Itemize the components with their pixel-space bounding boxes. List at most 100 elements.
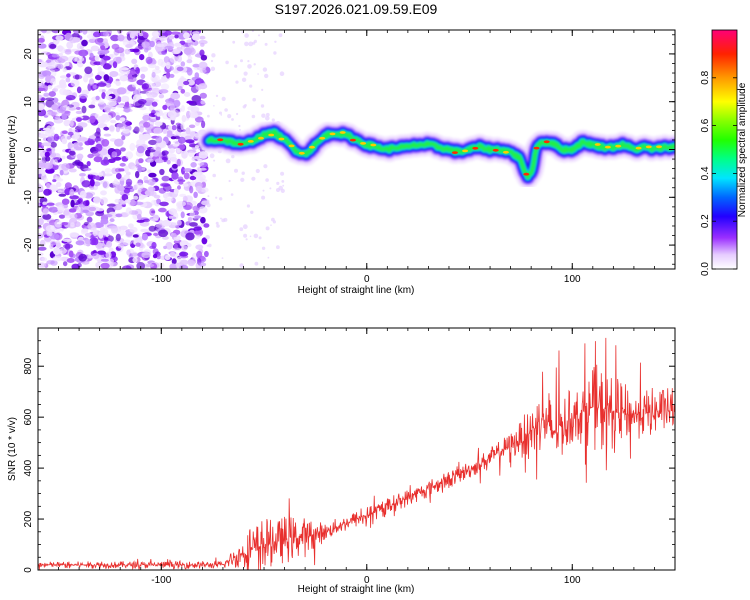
colorbar-gradient <box>711 29 738 270</box>
noise-speckle <box>41 257 48 262</box>
noise-speckle <box>206 199 210 203</box>
noise-speckle <box>108 125 115 132</box>
noise-speckle <box>184 151 189 155</box>
noise-speckle <box>195 244 204 250</box>
noise-speckle <box>112 180 120 186</box>
noise-speckle <box>247 64 252 69</box>
snr-panel: -100 0 100 0 200 400 600 800 Height of straight… <box>7 327 676 595</box>
noise-speckle <box>38 87 46 92</box>
noise-speckle <box>252 97 256 102</box>
noise-speckle <box>142 135 149 141</box>
y-tick-label: 400 <box>23 459 34 476</box>
noise-speckle <box>119 162 126 167</box>
noise-speckle <box>62 261 68 267</box>
noise-speckle <box>158 94 165 99</box>
noise-speckle <box>77 262 82 268</box>
noise-speckle <box>57 247 67 255</box>
noise-speckle <box>96 82 107 87</box>
noise-speckle <box>200 42 205 47</box>
noise-speckle <box>38 103 45 111</box>
colorbar-tick-label: 0.6 <box>700 118 711 132</box>
noise-speckle <box>170 232 177 238</box>
noise-speckle <box>151 71 156 78</box>
noise-speckle <box>173 243 178 249</box>
noise-speckle <box>170 92 181 100</box>
ridge-hot-spot <box>298 151 305 155</box>
noise-speckle <box>132 48 140 53</box>
noise-speckle <box>172 163 178 169</box>
noise-speckle <box>75 106 81 110</box>
colorbar-tick-label: 0.2 <box>700 214 711 228</box>
noise-speckle <box>95 95 100 101</box>
noise-speckle <box>79 190 87 199</box>
noise-speckle <box>79 137 89 142</box>
noise-speckle <box>183 168 193 173</box>
noise-speckle <box>198 206 208 214</box>
noise-speckle <box>159 201 169 207</box>
noise-speckle <box>148 139 158 146</box>
noise-speckle <box>89 237 97 246</box>
noise-speckle <box>239 227 244 232</box>
noise-speckle <box>41 30 47 34</box>
noise-speckle <box>136 219 145 223</box>
noise-speckle <box>207 195 210 198</box>
noise-speckle <box>107 100 117 107</box>
noise-speckle <box>253 233 259 239</box>
noise-speckle <box>83 74 89 83</box>
noise-speckle <box>116 87 127 95</box>
ridge-hot-spot <box>247 140 254 143</box>
noise-speckle <box>265 178 269 182</box>
ridge-hot-spot <box>656 145 662 149</box>
noise-speckle <box>52 179 57 183</box>
noise-speckle <box>173 188 179 195</box>
noise-speckle <box>108 225 118 229</box>
noise-speckle <box>64 188 71 196</box>
noise-speckle <box>67 131 74 136</box>
noise-speckle <box>194 233 201 239</box>
noise-speckle <box>38 262 47 268</box>
noise-speckle <box>201 237 208 245</box>
noise-speckle <box>46 260 55 265</box>
noise-speckle <box>62 67 67 73</box>
noise-speckle <box>70 79 80 87</box>
noise-speckle <box>232 40 236 44</box>
noise-speckle <box>100 258 109 262</box>
noise-speckle <box>169 73 175 78</box>
noise-speckle <box>169 56 179 63</box>
noise-speckle <box>78 93 88 99</box>
noise-speckle <box>183 32 190 39</box>
noise-speckle <box>133 201 144 206</box>
noise-speckle <box>114 47 125 54</box>
noise-speckle <box>177 256 182 263</box>
noise-speckle <box>173 99 181 108</box>
noise-speckle <box>185 139 195 144</box>
noise-speckle <box>180 88 186 94</box>
noise-speckle <box>181 166 186 175</box>
noise-speckle <box>88 104 96 109</box>
noise-speckle <box>198 167 207 171</box>
noise-speckle <box>166 130 173 135</box>
noise-speckle <box>167 110 177 119</box>
noise-speckle <box>199 35 206 40</box>
noise-speckle <box>204 250 209 258</box>
y-tick-label: 200 <box>23 510 34 527</box>
noise-speckle <box>86 33 96 40</box>
noise-speckle <box>97 50 106 56</box>
noise-speckle <box>131 165 138 171</box>
noise-speckle <box>164 45 174 50</box>
noise-speckle <box>46 183 51 189</box>
noise-speckle <box>38 162 46 170</box>
noise-speckle <box>221 257 224 259</box>
noise-speckle <box>170 31 181 35</box>
noise-speckle <box>198 83 208 90</box>
ridge-hot-spot <box>288 144 295 148</box>
noise-speckle <box>43 188 52 196</box>
noise-speckle <box>102 181 108 188</box>
noise-speckle <box>102 63 112 70</box>
noise-speckle <box>111 151 118 158</box>
noise-speckle <box>121 194 129 201</box>
noise-speckle <box>249 84 253 88</box>
ridge-hot-spot <box>217 138 224 142</box>
noise-speckle <box>38 202 41 208</box>
